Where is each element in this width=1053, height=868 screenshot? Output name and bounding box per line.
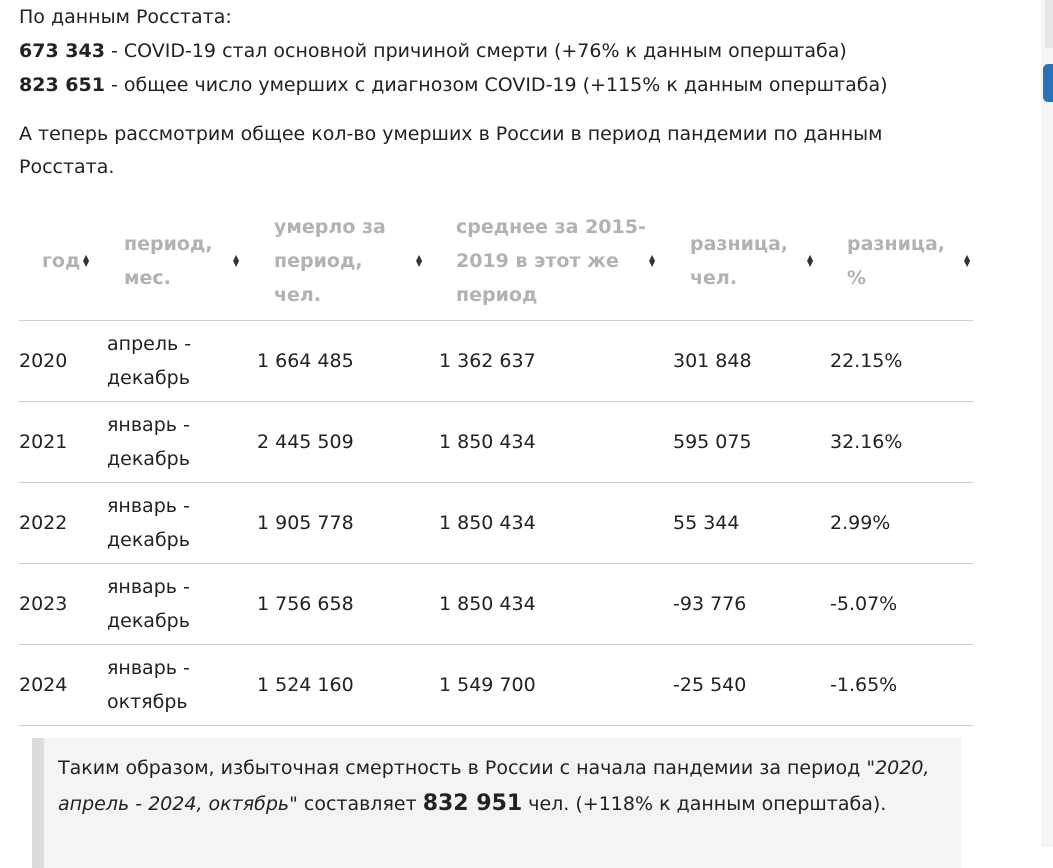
cell-diff-percent: -1.65% (830, 644, 973, 726)
column-header-diff-percent[interactable]: разница, % ▲ ▼ (830, 202, 973, 321)
scrollbar-track[interactable] (1041, 0, 1053, 847)
sort-updown-icon[interactable]: ▲ ▼ (233, 253, 240, 268)
column-header-deaths[interactable]: умерло за период, чел. ▲ ▼ (257, 202, 439, 321)
column-header-label: разница, % (847, 233, 946, 289)
covid-total-value: 823 651 (19, 74, 105, 96)
table-row: 2022 январь - декабрь 1 905 778 1 850 43… (19, 482, 973, 564)
cell-period: январь - декабрь (107, 563, 257, 645)
cell-diff-people: 595 075 (673, 401, 830, 483)
cell-baseline: 1 362 637 (439, 320, 673, 402)
table-header-row: год ▲ ▼ период, мес. ▲ ▼ умерло за период,… (19, 202, 973, 321)
column-header-year[interactable]: год ▲ ▼ (19, 202, 107, 321)
cell-period: январь - декабрь (107, 482, 257, 564)
sort-updown-icon[interactable]: ▲ ▼ (649, 253, 656, 268)
cell-diff-percent: 2.99% (830, 482, 973, 564)
rosstat-heading: По данным Росстата: (19, 6, 232, 28)
cell-deaths: 1 664 485 (257, 320, 439, 402)
cell-diff-percent: 32.16% (830, 401, 973, 483)
column-header-label: умерло за период, чел. (274, 216, 386, 306)
summary-text-end: чел. (+118% к данным оперштаба). (522, 793, 887, 815)
cell-deaths: 1 524 160 (257, 644, 439, 726)
cell-year: 2021 (19, 401, 107, 483)
covid-cause-value: 673 343 (19, 40, 105, 62)
cell-deaths: 2 445 509 (257, 401, 439, 483)
table-row: 2023 январь - декабрь 1 756 658 1 850 43… (19, 563, 973, 645)
summary-excess-value: 832 951 (422, 791, 523, 816)
cell-year: 2023 (19, 563, 107, 645)
covid-cause-text: - COVID-19 стал основной причиной смерти… (104, 40, 847, 62)
article-content: По данным Росстата: 673 343 - COVID-19 с… (19, 0, 979, 726)
cell-baseline: 1 549 700 (439, 644, 673, 726)
summary-blockquote: Таким образом, избыточная смертность в Р… (32, 738, 961, 868)
cell-baseline: 1 850 434 (439, 401, 673, 483)
cell-baseline: 1 850 434 (439, 563, 673, 645)
table-row: 2020 апрель - декабрь 1 664 485 1 362 63… (19, 320, 973, 402)
cell-period: январь - октябрь (107, 644, 257, 726)
scrollbar-top-area[interactable] (1045, 0, 1053, 48)
covid-total-text: - общее число умерших с диагнозом COVID-… (104, 74, 888, 96)
sort-updown-icon[interactable]: ▲ ▼ (416, 253, 423, 268)
scrollbar-thumb[interactable] (1043, 64, 1053, 102)
cell-year: 2022 (19, 482, 107, 564)
column-header-label: среднее за 2015-2019 в этот же период (456, 216, 646, 306)
summary-period: "2020, апрель - 2024, октябрь" (58, 757, 930, 815)
cell-year: 2020 (19, 320, 107, 402)
summary-text-mid: составляет (297, 793, 423, 815)
rosstat-line-covid-cause: 673 343 - COVID-19 стал основной причино… (19, 34, 979, 68)
sort-updown-icon[interactable]: ▲ ▼ (964, 253, 971, 268)
cell-baseline: 1 850 434 (439, 482, 673, 564)
cell-deaths: 1 756 658 (257, 563, 439, 645)
column-header-label: год (42, 250, 81, 272)
cell-period: апрель - декабрь (107, 320, 257, 402)
cell-deaths: 1 905 778 (257, 482, 439, 564)
cell-diff-people: 55 344 (673, 482, 830, 564)
sort-updown-icon[interactable]: ▲ ▼ (83, 253, 90, 268)
column-header-label: период, мес. (124, 233, 213, 289)
cell-year: 2024 (19, 644, 107, 726)
column-header-label: разница, чел. (690, 233, 789, 289)
column-header-baseline[interactable]: среднее за 2015-2019 в этот же период ▲ ▼ (439, 202, 673, 321)
table-row: 2021 январь - декабрь 2 445 509 1 850 43… (19, 401, 973, 483)
mortality-table: год ▲ ▼ период, мес. ▲ ▼ умерло за период,… (19, 202, 973, 726)
column-header-period[interactable]: период, мес. ▲ ▼ (107, 202, 257, 321)
cell-diff-people: -25 540 (673, 644, 830, 726)
table-row: 2024 январь - октябрь 1 524 160 1 549 70… (19, 644, 973, 726)
cell-period: январь - декабрь (107, 401, 257, 483)
rosstat-line-covid-total: 823 651 - общее число умерших с диагнозо… (19, 68, 979, 102)
cell-diff-percent: 22.15% (830, 320, 973, 402)
cell-diff-percent: -5.07% (830, 563, 973, 645)
cell-diff-people: 301 848 (673, 320, 830, 402)
summary-text-start: Таким образом, избыточная смертность в Р… (58, 757, 867, 779)
cell-diff-people: -93 776 (673, 563, 830, 645)
column-header-diff-people[interactable]: разница, чел. ▲ ▼ (673, 202, 830, 321)
intro-paragraph: А теперь рассмотрим общее кол-во умерших… (19, 123, 883, 178)
sort-updown-icon[interactable]: ▲ ▼ (807, 253, 814, 268)
